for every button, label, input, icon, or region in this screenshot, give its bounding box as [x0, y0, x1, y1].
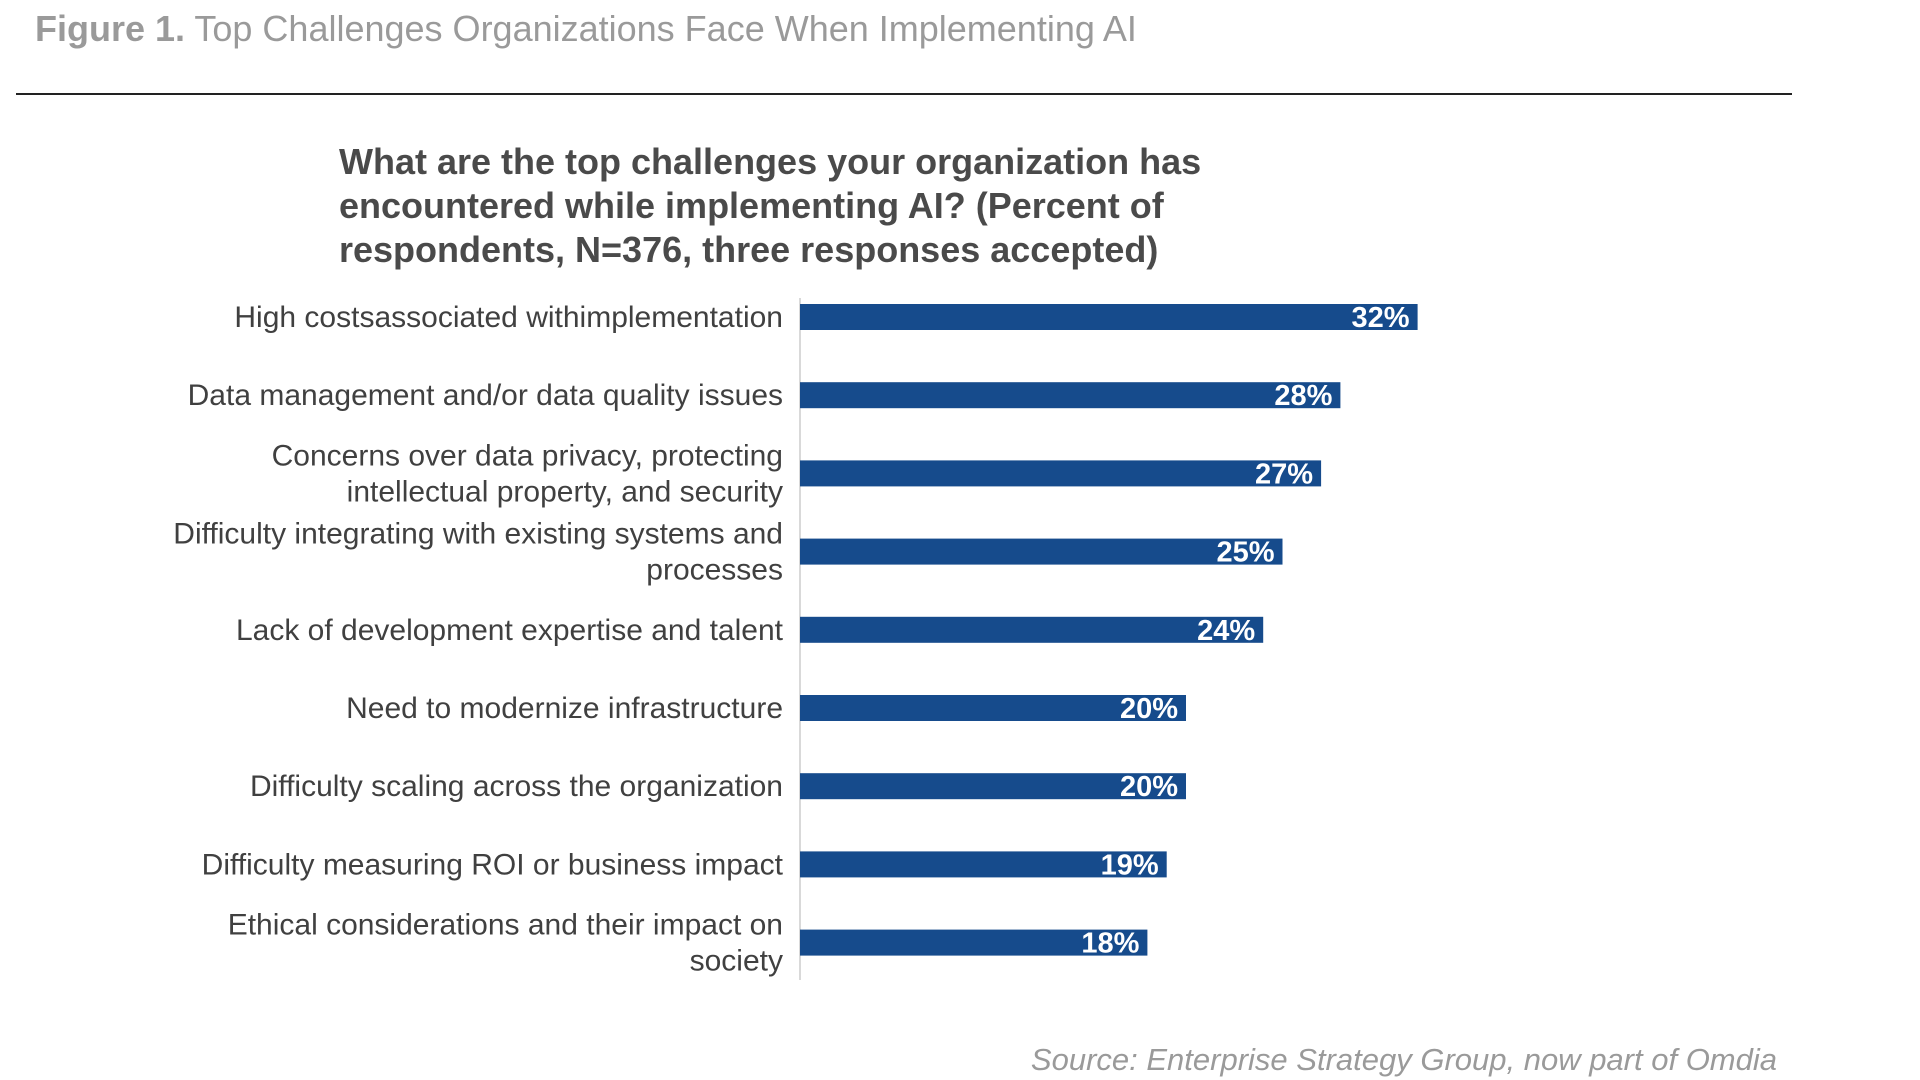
value-label: 25%: [1216, 537, 1274, 569]
bar: [800, 538, 1283, 565]
category-label: Concerns over data privacy, protecting: [272, 439, 783, 472]
bar: [800, 851, 1167, 878]
bar: [800, 616, 1264, 643]
bar: [800, 382, 1341, 409]
category-label: Difficulty scaling across the organizati…: [250, 770, 783, 803]
title-divider: [16, 93, 1792, 95]
chart-title: What are the top challenges your organiz…: [339, 141, 1202, 270]
value-label: 19%: [1101, 849, 1159, 881]
category-label: Difficulty integrating with existing sys…: [173, 518, 783, 551]
value-label: 20%: [1120, 693, 1178, 725]
bar: [800, 304, 1418, 330]
category-label: High costsassociated withimplementation: [234, 301, 783, 334]
category-label: Lack of development expertise and talent: [236, 614, 784, 647]
category-label: Data management and/or data quality issu…: [188, 379, 783, 412]
figure-title-text: Top Challenges Organizations Face When I…: [194, 8, 1137, 49]
source-note: Source: Enterprise Strategy Group, now p…: [1030, 1042, 1777, 1077]
bar: [800, 773, 1186, 800]
value-label: 27%: [1255, 458, 1313, 490]
category-label: Difficulty measuring ROI or business imp…: [202, 848, 784, 881]
value-label: 18%: [1081, 928, 1139, 960]
value-label: 24%: [1197, 615, 1255, 647]
bar: [800, 460, 1322, 487]
value-label: 32%: [1352, 302, 1410, 334]
category-label: society: [690, 945, 783, 978]
bars-group: 32% High costsassociated withimplementati…: [173, 301, 1418, 978]
value-label: 20%: [1120, 771, 1178, 803]
figure-title: Figure 1. Top Challenges Organizations F…: [35, 8, 1137, 50]
bar: [800, 929, 1148, 956]
figure-label: Figure 1.: [35, 8, 186, 49]
category-label: processes: [646, 554, 783, 587]
category-label: Need to modernize infrastructure: [346, 692, 783, 725]
category-label: intellectual property, and security: [347, 475, 783, 508]
category-label: Ethical considerations and their impact …: [228, 909, 783, 942]
bar: [800, 695, 1186, 721]
value-label: 28%: [1274, 380, 1332, 412]
